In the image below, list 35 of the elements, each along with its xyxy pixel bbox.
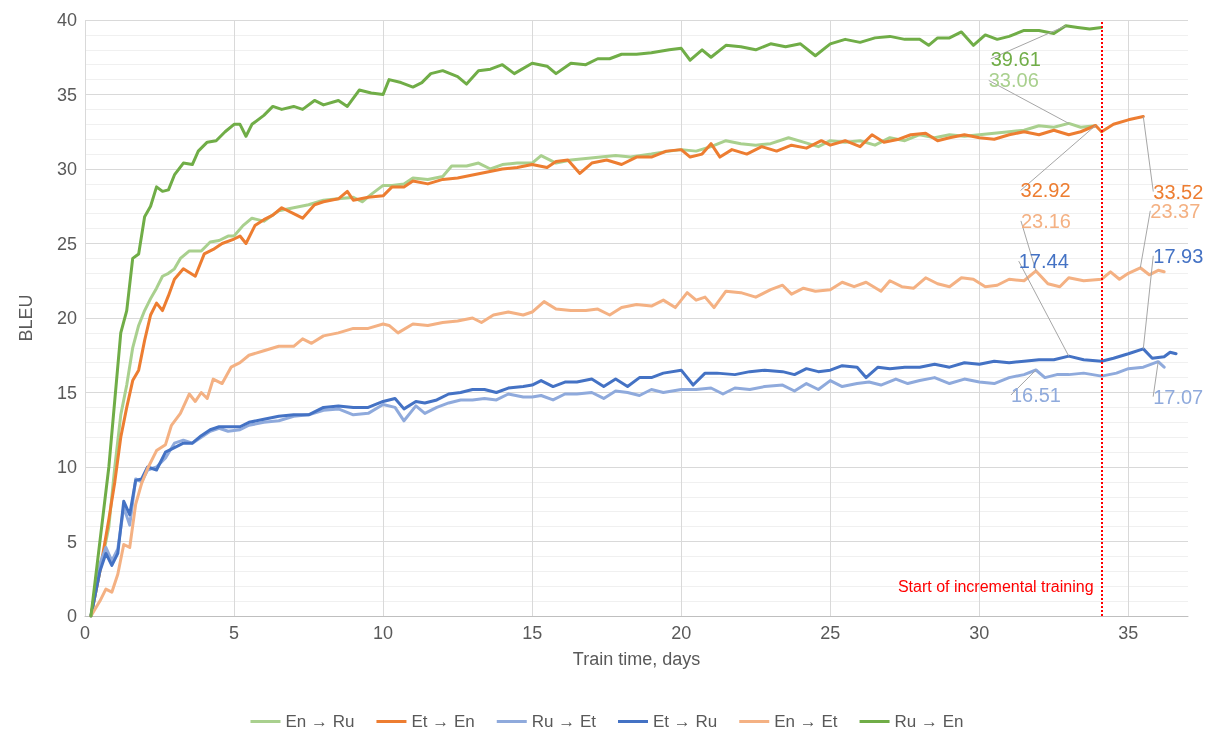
legend-label: Ru → En: [894, 712, 964, 731]
y-tick-label: 35: [56, 84, 77, 105]
data-label: 17.93: [1153, 244, 1204, 267]
data-label: 39.61: [990, 47, 1041, 70]
data-label: 23.16: [1020, 209, 1071, 232]
y-tick-label: 30: [56, 159, 77, 179]
data-label: 17.07: [1153, 385, 1204, 408]
y-tick-label: 25: [56, 233, 77, 254]
data-label: 33.06: [988, 69, 1039, 92]
x-tick-label: 5: [229, 623, 240, 643]
x-tick-label: 35: [1118, 623, 1139, 643]
x-tick-label: 0: [79, 623, 91, 643]
x-tick-label: 15: [522, 623, 543, 643]
y-tick-label: 20: [56, 308, 77, 328]
y-tick-label: 0: [66, 606, 77, 626]
data-label: 17.44: [1018, 250, 1069, 273]
x-tick-label: 20: [671, 623, 692, 643]
legend-label: Ru → Et: [531, 712, 597, 731]
data-label: 16.51: [1010, 384, 1061, 406]
legend-label: En → Et: [774, 712, 838, 731]
line-series: [89, 24, 1104, 618]
y-tick-label: 40: [56, 10, 77, 30]
ref-line-label: Start of incremental training: [897, 577, 1094, 595]
legend-label: Et → En: [411, 712, 475, 731]
legend-label: Et → Ru: [653, 712, 718, 731]
x-tick-label: 10: [373, 623, 394, 643]
y-tick-label: 15: [56, 382, 77, 403]
x-tick-label: 25: [820, 623, 841, 643]
y-axis-title: BLEU: [16, 294, 36, 342]
y-tick-label: 5: [66, 531, 77, 552]
y-tick-label: 10: [56, 457, 77, 477]
x-tick-label: 30: [969, 623, 990, 643]
data-label: 32.92: [1020, 179, 1071, 202]
legend-label: En → Ru: [285, 712, 355, 731]
x-axis-title: Train time, days: [572, 649, 701, 669]
